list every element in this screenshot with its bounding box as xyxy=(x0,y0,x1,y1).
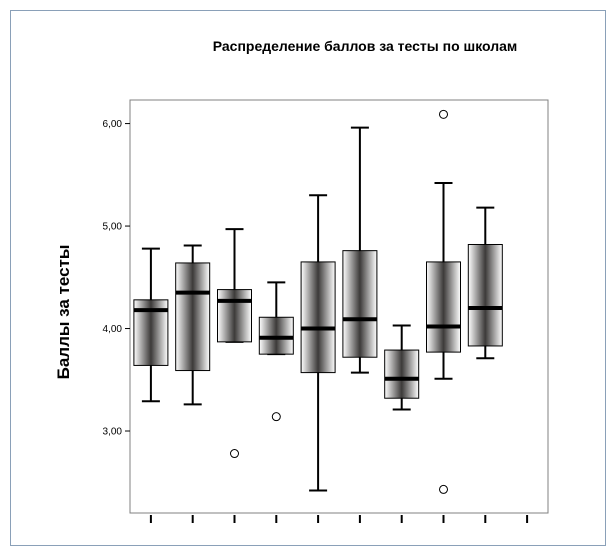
box-group xyxy=(217,228,252,459)
box xyxy=(467,243,503,347)
box-group xyxy=(426,109,461,494)
box xyxy=(175,262,211,372)
outlier-point xyxy=(230,449,239,459)
box-group xyxy=(342,126,378,374)
box xyxy=(217,289,252,343)
box xyxy=(342,250,378,358)
box-group xyxy=(258,281,294,422)
y-tick-label: 4,00 xyxy=(103,324,123,335)
box-group xyxy=(467,206,503,360)
box xyxy=(258,316,294,355)
chart-title: Распределение баллов за тесты по школам xyxy=(212,38,518,54)
y-tick-label: 6,00 xyxy=(103,119,123,130)
outlier-point xyxy=(439,484,448,494)
box-group xyxy=(300,194,336,492)
box-group xyxy=(175,244,211,406)
outlier-point xyxy=(271,412,281,422)
outlier-point xyxy=(439,109,448,119)
box xyxy=(300,261,336,374)
y-tick-label: 5,00 xyxy=(103,222,123,233)
box-group xyxy=(133,247,169,403)
y-tick-label: 3,00 xyxy=(103,427,123,438)
box-group xyxy=(384,324,420,411)
box xyxy=(426,261,461,353)
box xyxy=(384,349,420,399)
